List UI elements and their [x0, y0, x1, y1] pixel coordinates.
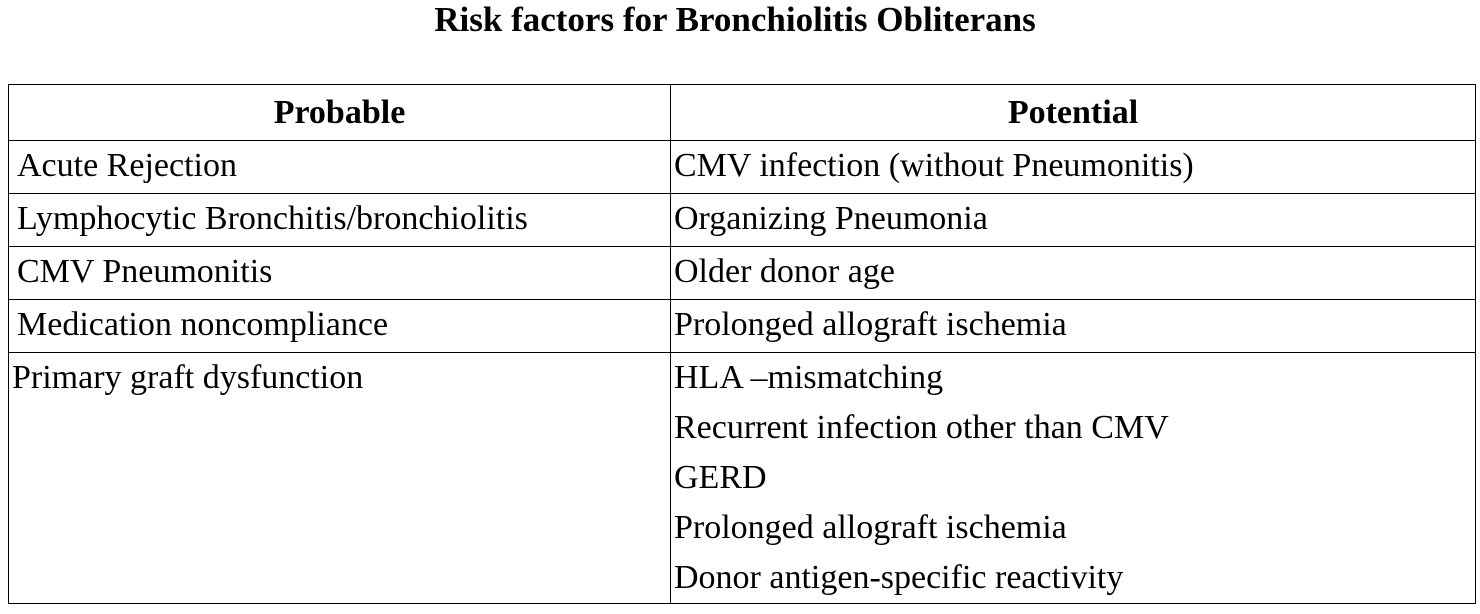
table-header-row: Probable Potential	[8, 84, 1476, 141]
potential-cell: CMV infection (without Pneumonitis)	[670, 140, 1476, 194]
potential-cell: Organizing Pneumonia	[670, 193, 1476, 247]
potential-cell-list: HLA –mismatching Recurrent infection oth…	[670, 352, 1476, 604]
potential-item: HLA –mismatching	[674, 359, 944, 396]
column-header-probable: Probable	[8, 84, 671, 141]
probable-cell: Medication noncompliance	[8, 299, 671, 353]
potential-item: Donor antigen-specific reactivity	[674, 559, 1124, 596]
probable-cell: CMV Pneumonitis	[8, 246, 671, 300]
potential-cell: Prolonged allograft ischemia	[670, 299, 1476, 353]
table-row: Primary graft dysfunction HLA –mismatchi…	[8, 352, 1476, 604]
page-title: Risk factors for Bronchiolitis Obliteran…	[434, 0, 1036, 39]
column-header-potential: Potential	[670, 84, 1476, 141]
potential-item: Prolonged allograft ischemia	[674, 509, 1067, 546]
potential-item: Recurrent infection other than CMV	[674, 409, 1169, 446]
potential-cell: Older donor age	[670, 246, 1476, 300]
probable-cell: Lymphocytic Bronchitis/bronchiolitis	[8, 193, 671, 247]
table-row: Lymphocytic Bronchitis/bronchiolitis Org…	[8, 193, 1476, 247]
potential-item: GERD	[674, 459, 767, 496]
table-row: Acute Rejection CMV infection (without P…	[8, 140, 1476, 194]
probable-cell: Primary graft dysfunction	[8, 352, 671, 604]
table-row: Medication noncompliance Prolonged allog…	[8, 299, 1476, 353]
risk-factors-table: Probable Potential Acute Rejection CMV i…	[8, 84, 1476, 604]
table-row: CMV Pneumonitis Older donor age	[8, 246, 1476, 300]
probable-cell: Acute Rejection	[8, 140, 671, 194]
